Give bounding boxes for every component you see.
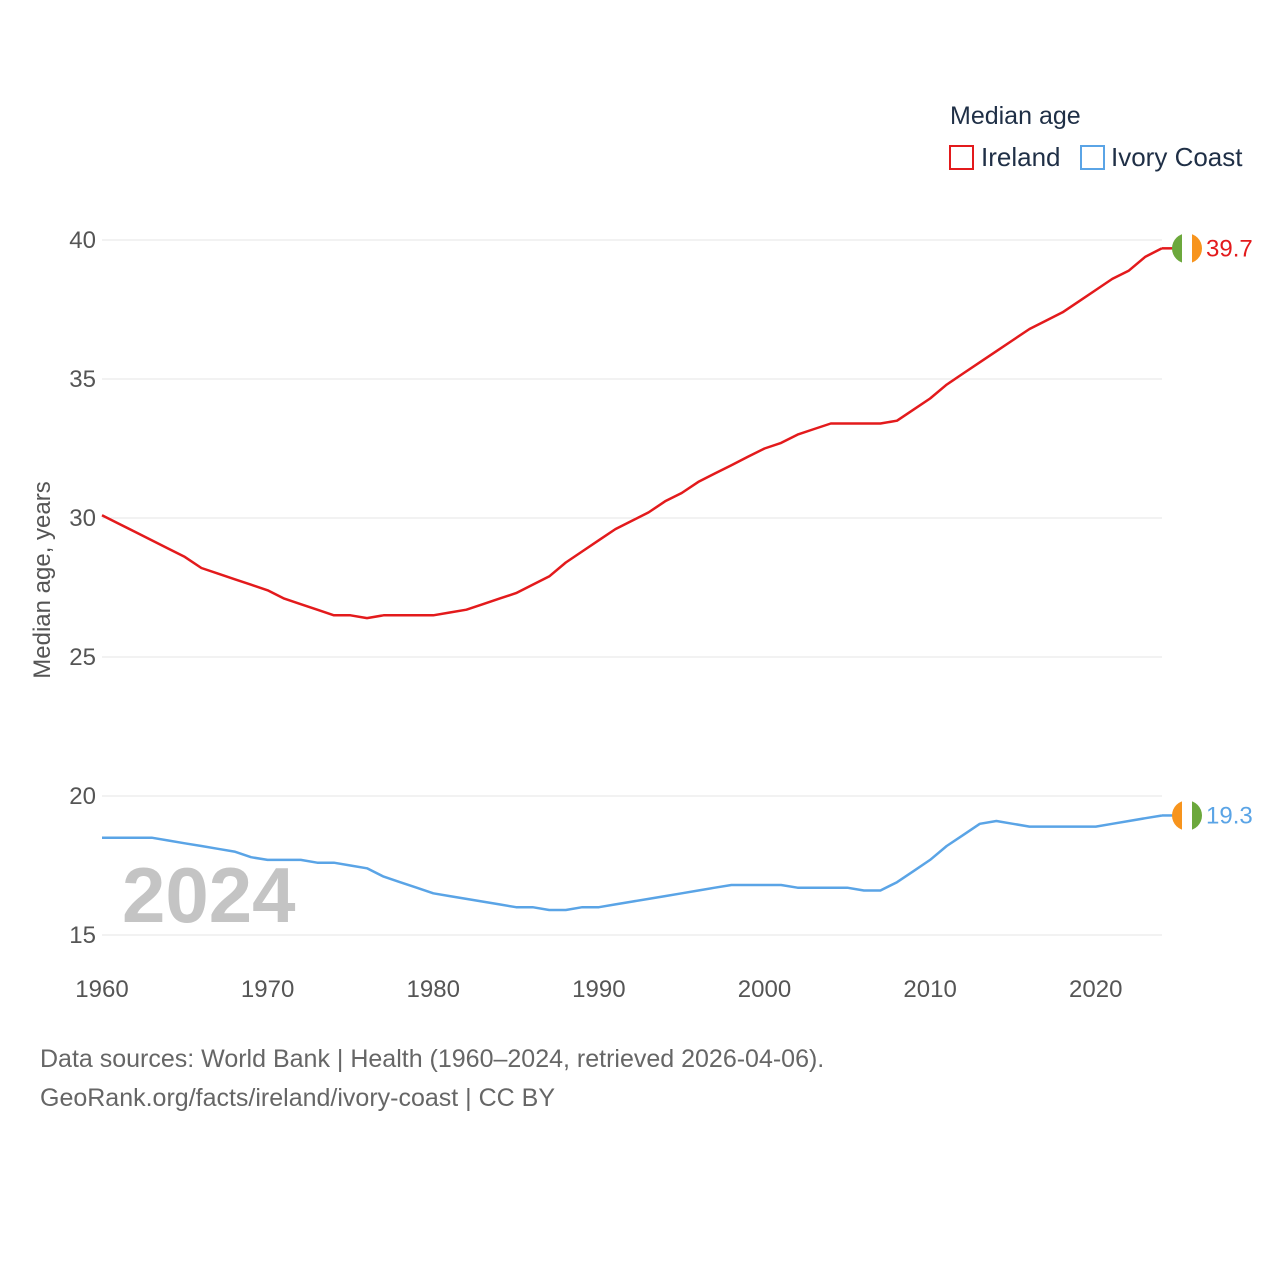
y-axis-label: Median age, years (29, 481, 56, 678)
y-axis-ticks: 15 20 25 30 35 40 (69, 227, 96, 949)
source-url-link[interactable]: GeoRank.org/facts/ireland/ivory-coast | … (40, 1084, 556, 1112)
legend-item-ivory-coast[interactable]: Ivory Coast (1080, 142, 1243, 172)
legend-label-ivory-coast: Ivory Coast (1111, 142, 1243, 172)
gridlines (102, 239, 1162, 936)
year-watermark: 2024 (122, 851, 296, 939)
y-tick-15: 15 (69, 922, 96, 949)
legend-title: Median age (950, 102, 1081, 130)
x-tick-1960: 1960 (75, 976, 128, 1003)
series-line-ivory-coast[interactable] (102, 814, 1163, 912)
y-tick-20: 20 (69, 783, 96, 810)
y-tick-30: 30 (69, 505, 96, 532)
flag-marker-ivory-coast (1172, 800, 1202, 831)
legend-swatch-ivory-coast (1080, 145, 1105, 170)
series-layer (101, 247, 1163, 912)
x-tick-1980: 1980 (407, 976, 460, 1003)
line-chart: Median age Ireland Ivory Coast Median ag… (29, 102, 1253, 1003)
x-axis-ticks: 1960 1970 1980 1990 2000 2010 2020 (75, 976, 1122, 1003)
legend-swatch-ireland (949, 145, 974, 170)
flag-marker-ireland (1172, 233, 1202, 264)
y-tick-40: 40 (69, 227, 96, 254)
x-tick-2010: 2010 (903, 976, 956, 1003)
y-tick-35: 35 (69, 366, 96, 393)
x-tick-2020: 2020 (1069, 976, 1122, 1003)
x-tick-1970: 1970 (241, 976, 294, 1003)
y-tick-25: 25 (69, 644, 96, 671)
x-tick-2000: 2000 (738, 976, 791, 1003)
end-label-ivory-coast: 19.3 (1206, 802, 1253, 829)
legend-label-ireland: Ireland (981, 142, 1061, 172)
legend-item-ireland[interactable]: Ireland (949, 142, 1061, 172)
x-tick-1990: 1990 (572, 976, 625, 1003)
end-label-ireland: 39.7 (1206, 235, 1253, 262)
data-sources-note: Data sources: World Bank | Health (1960–… (40, 1045, 825, 1073)
series-line-ireland[interactable] (101, 247, 1163, 620)
end-markers: 39.7 19.3 (1162, 233, 1253, 831)
